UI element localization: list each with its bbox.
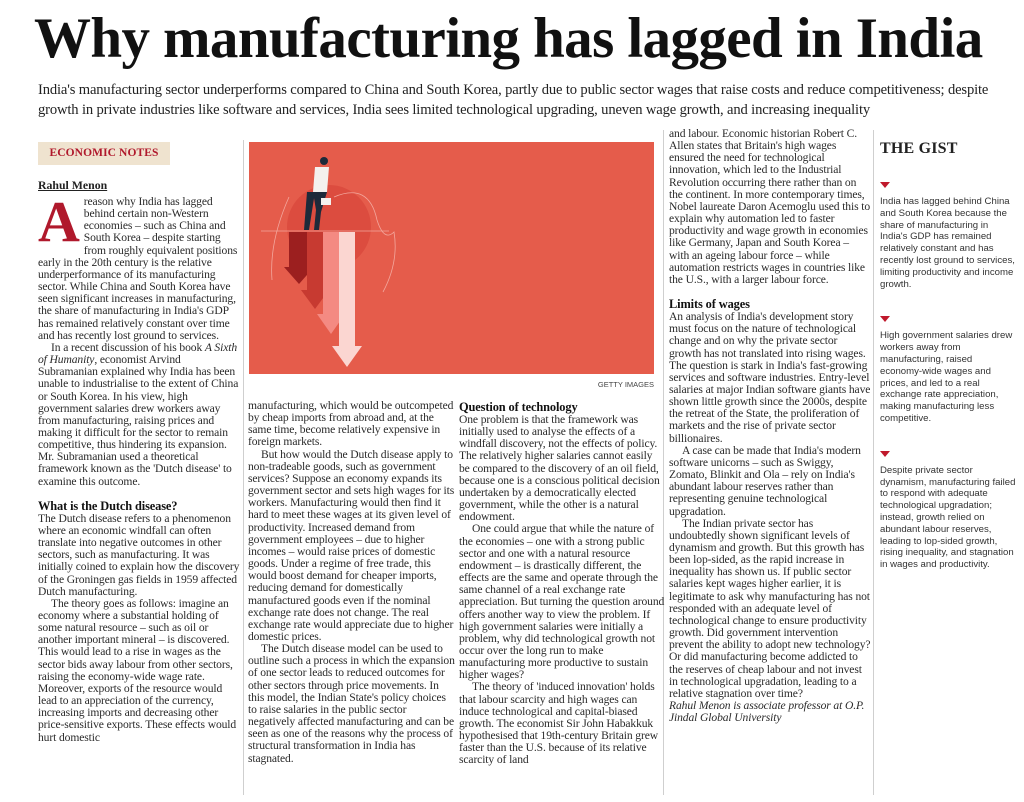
gist-sidebar: THE GIST India has lagged behind China a…: [880, 140, 1016, 571]
article-paragraph: A case can be made that India's modern s…: [669, 443, 861, 518]
triangle-bullet-icon: [880, 182, 890, 188]
triangle-bullet-icon: [880, 450, 890, 457]
article-paragraph: The theory goes as follows: imagine an e…: [38, 596, 237, 744]
article-column-2: manufacturing, which would be outcompete…: [248, 399, 456, 765]
article-paragraph: In a recent discussion of his book A Six…: [38, 340, 240, 488]
article-paragraph: One problem is that the framework was in…: [459, 413, 660, 524]
gist-point: Despite private sector dynamism, manufac…: [880, 464, 1016, 571]
article-paragraph: The Dutch disease model can be used to o…: [248, 642, 455, 765]
article-paragraph: An analysis of India's development story…: [669, 310, 871, 445]
gist-title: THE GIST: [880, 140, 958, 157]
subheading: Question of technology: [459, 400, 578, 414]
gist-point: High government salaries drew workers aw…: [880, 330, 1013, 424]
drop-cap: A: [38, 189, 80, 254]
illustration-falling-arrows: [249, 142, 654, 374]
paragraph-text: In a recent discussion of his book: [51, 340, 205, 354]
article-column-4: and labour. Economic historian Robert C.…: [669, 127, 871, 725]
paragraph-text: , economist Arvind Subramanian explained…: [38, 353, 239, 488]
standfirst: India's manufacturing sector underperfor…: [38, 82, 989, 118]
column-divider: [873, 130, 874, 795]
article-paragraph: But how would the Dutch disease apply to…: [248, 447, 455, 643]
article-paragraph: The Indian private sector has undoubtedl…: [669, 516, 871, 700]
subheading: What is the Dutch disease?: [38, 498, 178, 513]
triangle-bullet-icon: [880, 316, 890, 323]
article-paragraph: One could argue that while the nature of…: [459, 522, 665, 682]
paragraph-text: reason why India has lagged behind certa…: [38, 195, 238, 342]
byline[interactable]: Rahul Menon: [38, 178, 108, 192]
column-divider: [663, 130, 664, 795]
subheading: Limits of wages: [669, 297, 750, 312]
gist-point: India has lagged behind China and South …: [880, 196, 1015, 290]
article-paragraph: manufacturing, which would be outcompete…: [248, 399, 454, 449]
article-paragraph: The theory of 'induced innovation' holds…: [459, 680, 658, 767]
author-note: Rahul Menon is associate professor at O.…: [669, 699, 865, 725]
book-title: A Sixth of Humanity: [38, 340, 238, 367]
headline: Why manufacturing has lagged in India: [34, 7, 983, 70]
photo-credit: GETTY IMAGES: [597, 380, 654, 389]
article-column-3: Question of technology One problem is th…: [459, 401, 665, 767]
article-paragraph: The Dutch disease refers to a phenomenon…: [38, 511, 240, 598]
column-divider: [243, 140, 244, 795]
section-label: ECONOMIC NOTES: [38, 142, 170, 165]
article-paragraph: and labour. Economic historian Robert C.…: [669, 127, 871, 286]
